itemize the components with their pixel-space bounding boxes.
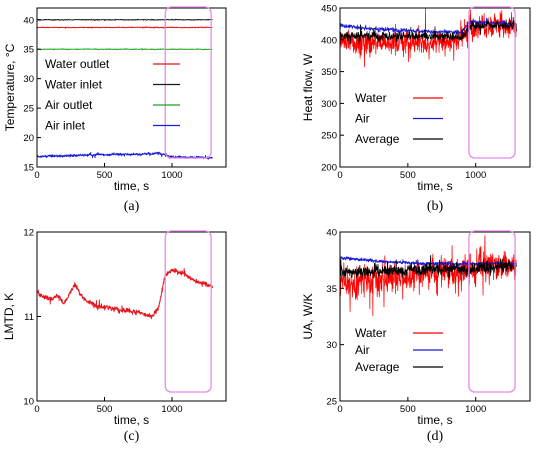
series-group <box>37 18 213 160</box>
y-tick-label: 40 <box>326 228 337 239</box>
y-tick-label: 10 <box>23 397 34 408</box>
highlight-region <box>164 6 212 159</box>
x-tick-label: 1000 <box>465 170 486 181</box>
legend: Water outlet Water inlet Air outlet Air inl… <box>45 57 180 133</box>
legend: Water Air Average <box>355 326 443 374</box>
legend-label: Water outlet <box>45 57 110 71</box>
y-tick-label: 25 <box>326 397 337 408</box>
y-tick-label: 12 <box>23 228 34 239</box>
series-group <box>340 8 517 68</box>
series-line-water <box>340 235 517 317</box>
y-axis-label: LMTD, K <box>2 293 16 340</box>
y-tick-label: 300 <box>321 99 337 110</box>
plot-frame <box>339 7 531 168</box>
x-tick-label: 1000 <box>161 170 182 181</box>
series-line-water-inlet <box>37 18 213 21</box>
x-tick-label: 0 <box>34 170 39 181</box>
y-tick-label: 15 <box>23 163 34 174</box>
x-tick-label: 500 <box>97 404 113 415</box>
legend-label: Average <box>355 360 400 374</box>
y-tick-label: 35 <box>326 284 337 295</box>
highlight-region <box>468 6 516 159</box>
y-axis-label: Temperature, °C <box>3 43 17 131</box>
series-line-average <box>340 16 517 45</box>
series-line-water-outlet <box>37 26 213 29</box>
y-tick-label: 30 <box>23 74 34 85</box>
y-tick-label: 250 <box>321 131 337 142</box>
x-axis-label: time, s <box>417 413 452 427</box>
series-line-average <box>340 255 517 279</box>
x-tick-label: 0 <box>337 170 342 181</box>
series-group <box>37 267 213 320</box>
series-line-main <box>37 267 213 320</box>
y-tick-label: 20 <box>23 133 34 144</box>
y-tick-label: 350 <box>321 67 337 78</box>
x-tick-label: 500 <box>400 170 416 181</box>
chart-panel-2: 0 500 1000 10 11 12 time, s LMTD, K (c) <box>2 228 227 444</box>
panel-label: (a) <box>124 199 140 214</box>
x-tick-label: 1000 <box>161 404 182 415</box>
x-tick-label: 500 <box>97 170 113 181</box>
x-axis-label: time, s <box>417 179 452 193</box>
series-line-air-outlet <box>37 48 213 51</box>
legend-label: Water <box>355 91 387 105</box>
legend-label: Water <box>355 326 387 340</box>
legend-label: Air outlet <box>45 98 93 112</box>
y-tick-label: 400 <box>321 35 337 46</box>
y-tick-label: 200 <box>321 163 337 174</box>
y-tick-label: 30 <box>326 340 337 351</box>
legend: Water Air Average <box>355 91 443 146</box>
series-line-air-inlet <box>37 151 213 160</box>
y-tick-label: 25 <box>23 104 34 115</box>
series-line-water <box>340 8 517 68</box>
x-tick-label: 500 <box>400 404 416 415</box>
x-axis-label: time, s <box>114 413 149 427</box>
chart-panel-3: 0 500 1000 25 30 35 40 time, s UA, W/K (d) Water Ai… <box>301 228 531 444</box>
plot-frame <box>36 231 227 402</box>
plot-frame <box>339 231 531 402</box>
panel-label: (b) <box>427 199 444 214</box>
legend-label: Air inlet <box>45 119 86 133</box>
x-tick-label: 0 <box>34 404 39 415</box>
y-axis-label: Heat flow, W <box>301 53 315 121</box>
legend-label: Average <box>355 132 400 146</box>
panel-label: (c) <box>124 429 140 444</box>
plot-frame <box>36 7 227 168</box>
legend-label: Air <box>355 343 370 357</box>
y-tick-label: 450 <box>321 4 337 15</box>
chart-panel-0: 0 500 1000 15 20 25 30 35 40 time, s Temperature, … <box>3 6 227 214</box>
series-group <box>340 235 517 317</box>
highlight-region <box>164 230 212 393</box>
y-axis-label: UA, W/K <box>301 293 315 339</box>
y-tick-label: 11 <box>24 312 34 323</box>
chart-panel-1: 0 500 1000 200 250 300 350 400 450 time, s Heat fl… <box>301 4 531 214</box>
panel-label: (d) <box>427 429 444 444</box>
x-axis-label: time, s <box>114 179 149 193</box>
legend-label: Water inlet <box>45 78 103 92</box>
legend-label: Air <box>355 112 370 126</box>
series-line-air <box>340 256 517 268</box>
x-tick-label: 1000 <box>465 404 486 415</box>
x-tick-label: 0 <box>337 404 342 415</box>
y-tick-label: 35 <box>23 45 34 56</box>
y-tick-label: 40 <box>23 15 34 26</box>
highlight-region <box>468 230 516 393</box>
